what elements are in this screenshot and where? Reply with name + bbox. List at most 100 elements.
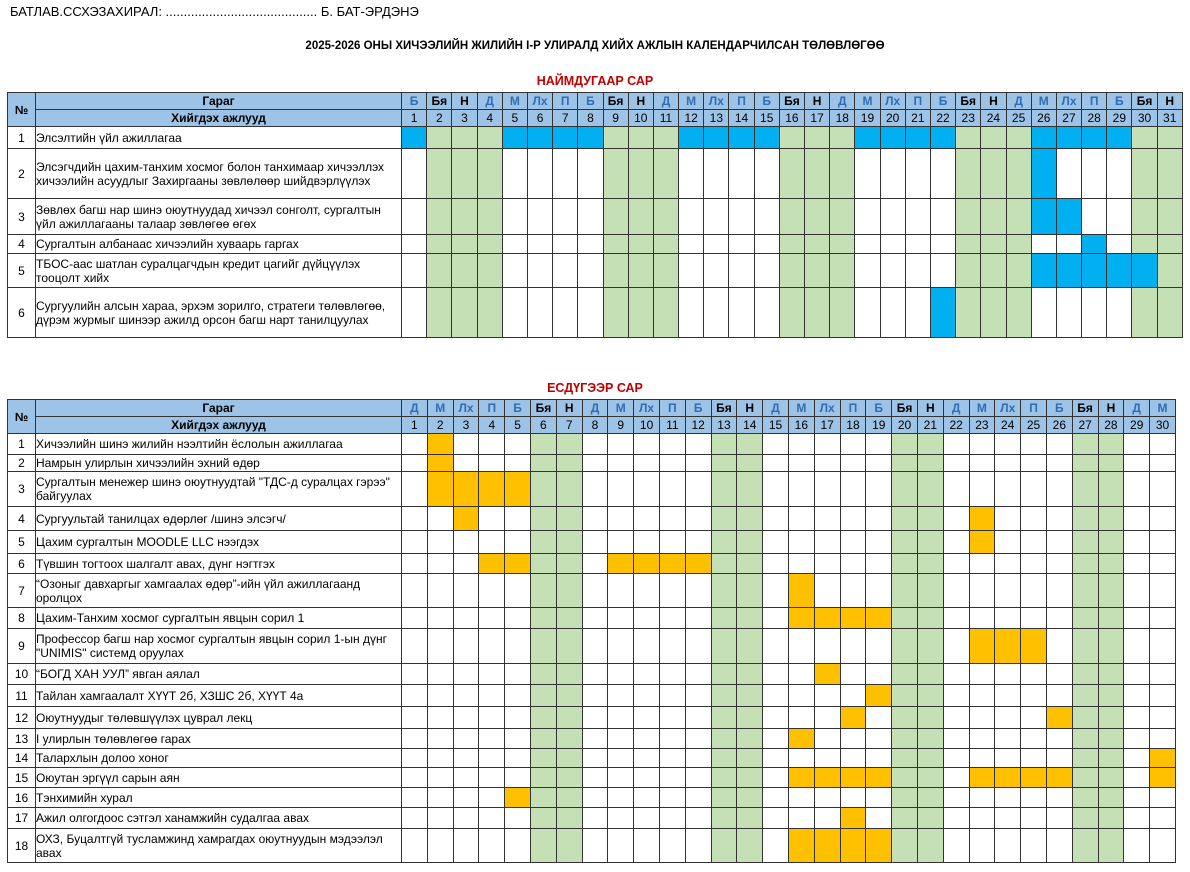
day-cell	[891, 684, 918, 707]
day-cell	[736, 787, 764, 808]
day-cell	[904, 198, 931, 235]
task-row: 2 Элсэгчдийн цахим-танхим хосмог болон та…	[7, 148, 1183, 199]
day-cell	[762, 628, 789, 664]
task-number: 3	[7, 471, 36, 507]
day-number-cell: 28	[1097, 416, 1125, 434]
day-cell	[980, 126, 1007, 149]
day-cell	[1156, 253, 1183, 288]
day-cell	[1045, 573, 1073, 608]
day-cell	[1045, 748, 1073, 768]
day-cell	[426, 253, 453, 288]
day-cell	[839, 706, 867, 729]
day-cell	[813, 454, 841, 472]
day-cell	[787, 684, 815, 707]
day-cell	[994, 767, 1022, 788]
day-cell	[602, 148, 629, 199]
day-cell	[504, 628, 531, 664]
day-cell	[607, 433, 635, 455]
day-cell	[1131, 148, 1158, 199]
day-cell	[607, 728, 635, 749]
day-cell	[994, 807, 1022, 829]
day-cell	[736, 573, 764, 608]
day-number-cell: 12	[684, 416, 712, 434]
day-cell	[452, 553, 480, 574]
weekday-cell: Н	[980, 92, 1007, 110]
day-cell	[762, 454, 789, 472]
day-cell	[504, 684, 531, 707]
day-cell	[426, 454, 454, 472]
day-cell	[1030, 198, 1057, 235]
day-cell	[1149, 767, 1176, 788]
day-cell	[1149, 828, 1176, 863]
day-cell	[1131, 287, 1158, 338]
day-cell	[1097, 573, 1125, 608]
day-cell	[736, 807, 764, 829]
day-cell	[452, 787, 480, 808]
day-cell	[627, 126, 654, 149]
weekday-cell: Бя	[602, 92, 629, 110]
day-cell	[1020, 454, 1047, 472]
day-number-cell: 16	[787, 416, 815, 434]
day-cell	[1097, 684, 1125, 707]
day-cell	[1020, 807, 1047, 829]
day-cell	[400, 198, 428, 235]
day-cell	[753, 253, 780, 288]
day-cell	[1106, 126, 1133, 149]
day-cell	[929, 126, 957, 149]
day-cell	[942, 607, 970, 629]
day-cell	[1071, 663, 1099, 685]
day-cell	[678, 198, 705, 235]
day-cell	[829, 198, 856, 235]
weekday-cell: Б	[684, 399, 712, 417]
day-number-cell: 28	[1081, 109, 1108, 127]
day-cell	[504, 471, 531, 507]
day-cell	[1071, 807, 1099, 829]
task-number: 8	[7, 607, 36, 629]
day-number-cell: 8	[581, 416, 609, 434]
day-cell	[787, 628, 815, 664]
day-cell	[916, 706, 944, 729]
month-title: НАЙМДУГААР САР	[536, 74, 654, 88]
day-cell	[787, 454, 815, 472]
day-cell	[426, 728, 454, 749]
weekday-cell: М	[1030, 92, 1057, 110]
day-cell	[1131, 126, 1158, 149]
day-cell	[1123, 607, 1151, 629]
day-number-cell: 20	[879, 109, 906, 127]
day-cell	[1081, 126, 1108, 149]
day-cell	[678, 287, 705, 338]
day-cell	[1123, 433, 1151, 455]
day-cell	[1123, 663, 1151, 685]
day-cell	[529, 684, 557, 707]
day-cell	[452, 607, 480, 629]
day-cell	[710, 684, 738, 707]
day-cell	[736, 767, 764, 788]
day-cell	[452, 706, 480, 729]
day-cell	[607, 530, 635, 554]
task-description: Ажил олгогдоос сэтгэл ханамжийн судалгаа…	[35, 807, 402, 829]
weekday-cell: Н	[555, 399, 583, 417]
day-cell	[865, 663, 893, 685]
day-cell	[1149, 748, 1176, 768]
day-cell	[451, 198, 478, 235]
day-cell	[1045, 628, 1073, 664]
day-cell	[426, 663, 454, 685]
day-cell	[633, 807, 660, 829]
day-cell	[787, 767, 815, 788]
task-description: ТБОС-аас шатлан суралцагчдын кредит цаги…	[35, 253, 402, 288]
weekday-cell: Д	[1123, 399, 1151, 417]
weekday-cell: Бя	[710, 399, 738, 417]
day-cell	[478, 607, 506, 629]
day-cell	[1020, 728, 1047, 749]
day-cell	[607, 787, 635, 808]
day-cell	[401, 684, 428, 707]
day-cell	[555, 607, 583, 629]
day-cell	[710, 553, 738, 574]
day-cell	[426, 684, 454, 707]
day-cell	[555, 706, 583, 729]
day-cell	[504, 553, 531, 574]
task-row: 5 Цахим сургалтын MOODLE LLC нээгдэх	[7, 530, 1176, 554]
day-cell	[658, 807, 686, 829]
weekday-cell: Бя	[891, 399, 918, 417]
task-row: 8 Цахим-Танхим хосмог сургалтын явцын сор…	[7, 607, 1176, 629]
